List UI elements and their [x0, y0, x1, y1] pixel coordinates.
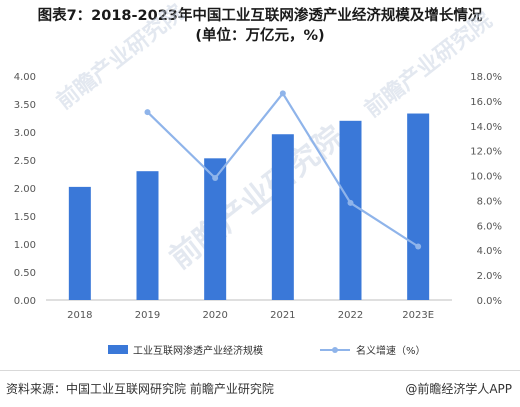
y-right-tick-label: 6.0% — [477, 221, 502, 232]
y-right-tick-label: 10.0% — [470, 172, 502, 183]
legend-bar-swatch — [108, 345, 128, 354]
watermark-text: 前瞻产业研究院 — [163, 119, 350, 276]
x-tick-label: 2018 — [67, 310, 92, 321]
chart-title: 图表7：2018-2023年中国工业互联网渗透产业经济规模及增长情况 (单位：万… — [0, 6, 520, 46]
line-point — [279, 90, 286, 97]
y-right-tick-label: 8.0% — [477, 196, 502, 207]
bar — [136, 171, 159, 300]
chart-axes: 0.00 0.50 1.00 1.50 2.00 2.50 3.00 3.50 4.00 0.0%… — [14, 72, 502, 321]
x-tick-label: 2023E — [402, 310, 434, 321]
brand-credit: @前瞻经济学人APP — [405, 382, 512, 396]
y-right-tick-label: 2.0% — [477, 271, 502, 282]
bar — [339, 120, 362, 300]
line-point — [415, 243, 422, 250]
chart-title-line2: (单位：万亿元，%) — [195, 28, 325, 44]
y-left-tick-label: 4.00 — [14, 72, 36, 83]
x-tick-label: 2019 — [135, 310, 160, 321]
y-left-tick-label: 0.00 — [14, 296, 36, 307]
y-left-tick-label: 1.00 — [14, 240, 36, 251]
y-left-tick-label: 1.50 — [14, 212, 36, 223]
bar-series — [68, 113, 430, 301]
y-left-tick-label: 2.50 — [14, 156, 36, 167]
bar — [407, 113, 430, 301]
y-left-tick-label: 0.50 — [14, 268, 36, 279]
y-right-tick-label: 16.0% — [470, 97, 502, 108]
x-tick-label: 2020 — [202, 310, 227, 321]
bar — [271, 134, 294, 300]
legend-line-label: 名义增速（%） — [356, 344, 426, 357]
line-point — [212, 175, 219, 182]
legend-bar-label: 工业互联网渗透产业经济规模 — [133, 344, 263, 357]
source-note: 资料来源：中国工业互联网研究院 前瞻产业研究院 — [6, 382, 274, 396]
line-point — [347, 199, 354, 206]
footer: 资料来源：中国工业互联网研究院 前瞻产业研究院 @前瞻经济学人APP — [0, 370, 520, 407]
x-tick-label: 2021 — [270, 310, 295, 321]
watermark-text: 前瞻产业研究院 — [52, 0, 189, 115]
y-left-tick-label: 3.00 — [14, 128, 36, 139]
line-series — [144, 90, 422, 250]
x-tick-label: 2022 — [338, 310, 363, 321]
bar — [204, 158, 227, 300]
y-right-tick-label: 4.0% — [477, 246, 502, 257]
chart-legend: 工业互联网渗透产业经济规模 名义增速（%） — [108, 344, 426, 357]
y-left-tick-label: 2.00 — [14, 184, 36, 195]
y-right-tick-label: 18.0% — [470, 72, 502, 83]
y-right-tick-label: 12.0% — [470, 147, 502, 158]
line-point — [144, 109, 151, 116]
y-right-tick-label: 14.0% — [470, 122, 502, 133]
legend-line-marker — [332, 347, 338, 353]
y-right-tick-label: 0.0% — [477, 296, 502, 307]
y-left-tick-label: 3.50 — [14, 100, 36, 111]
chart-title-line1: 图表7：2018-2023年中国工业互联网渗透产业经济规模及增长情况 — [37, 8, 483, 24]
bar — [68, 186, 91, 300]
